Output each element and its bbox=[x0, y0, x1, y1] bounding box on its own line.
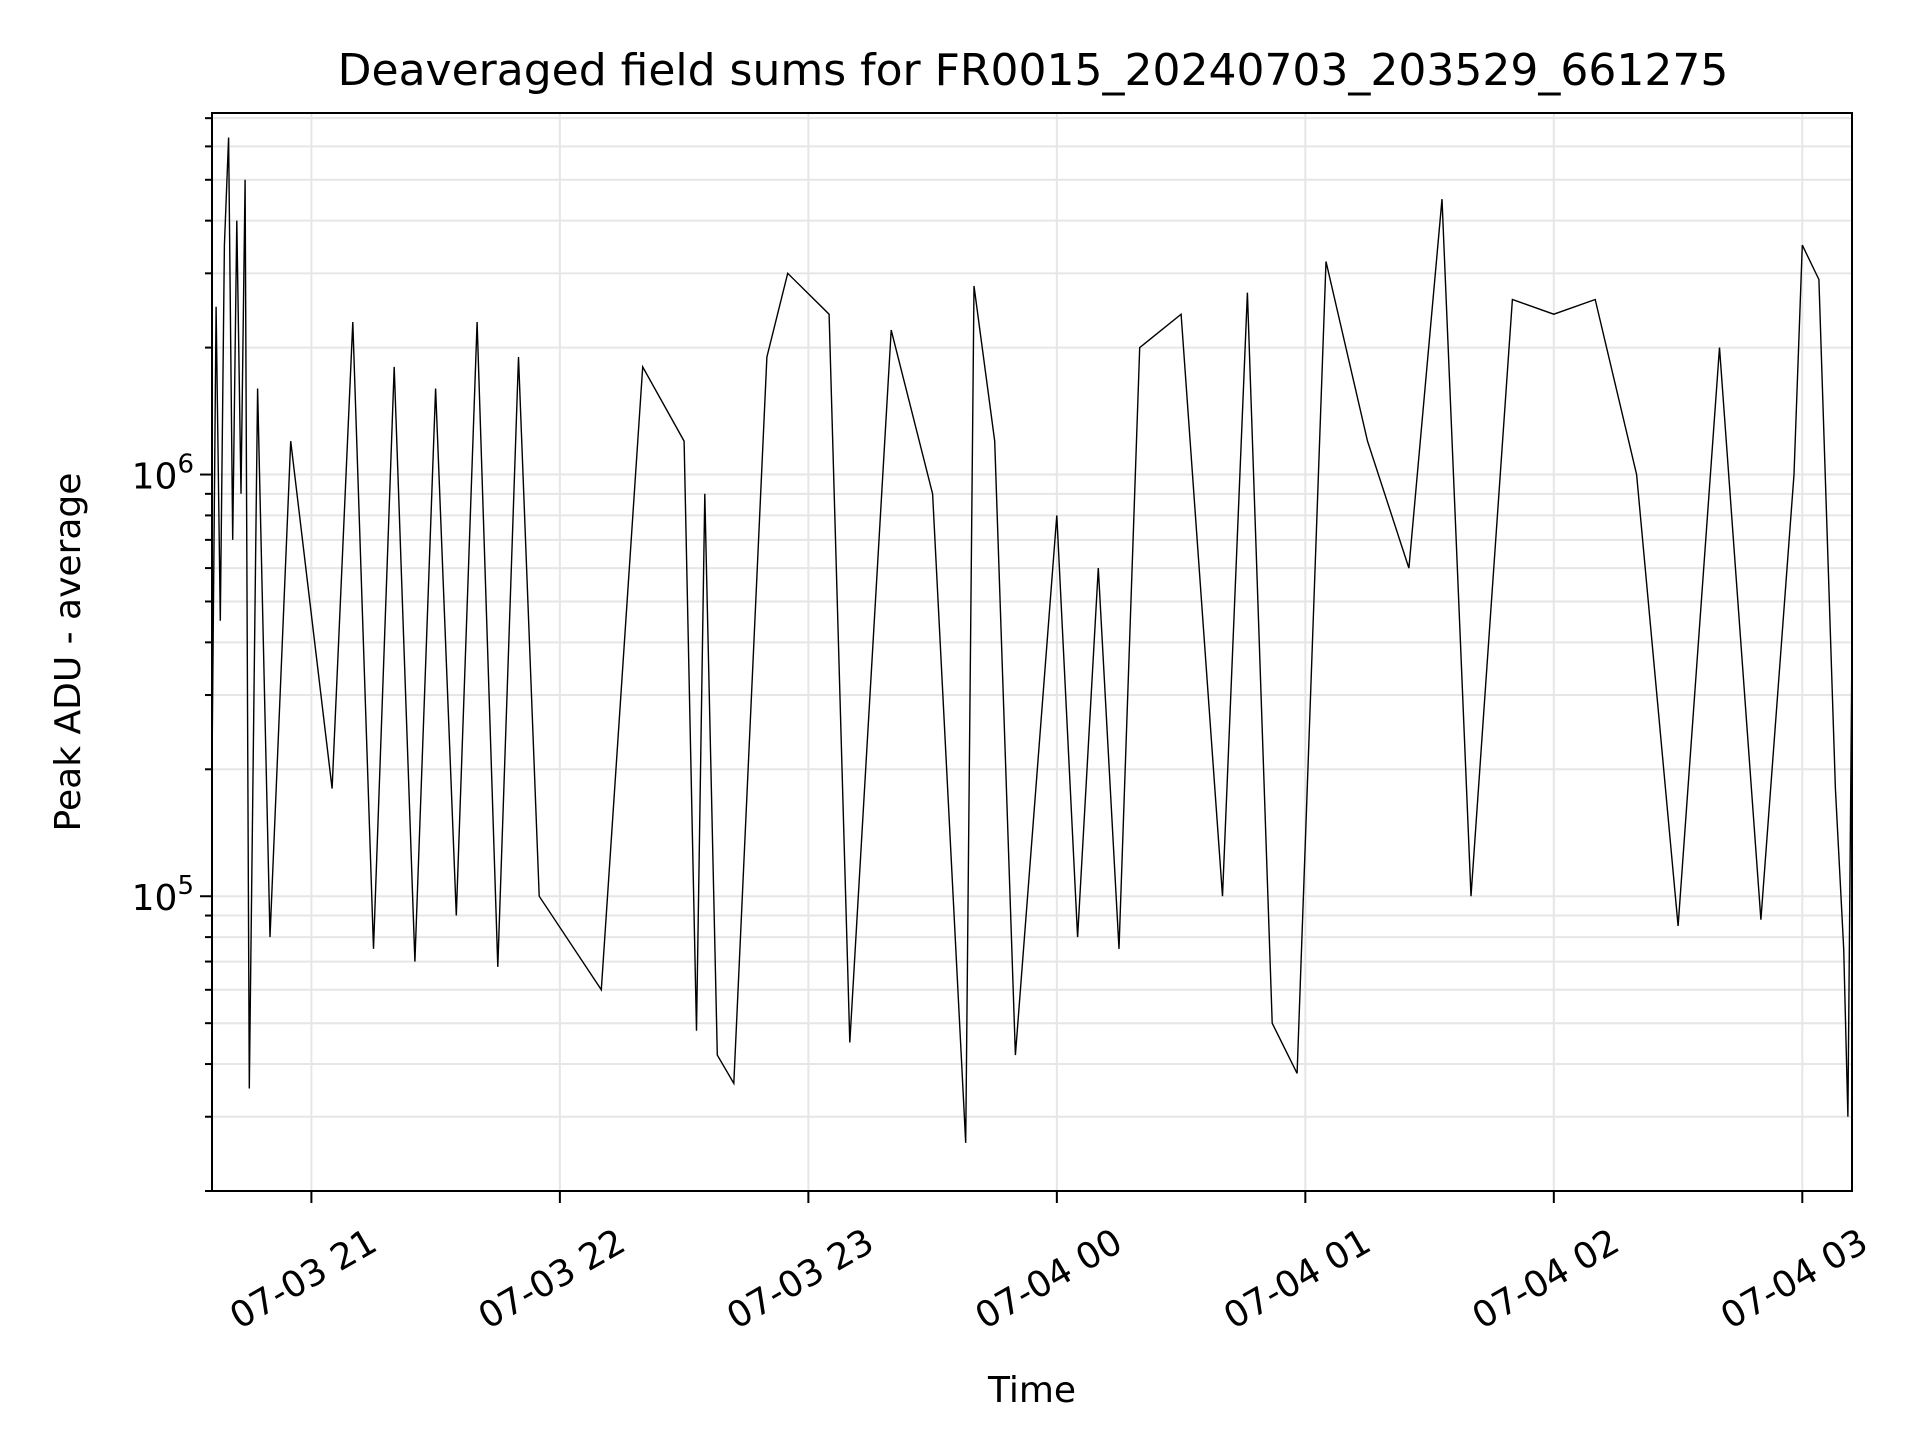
x-axis-label: Time bbox=[987, 1370, 1076, 1411]
line-layer bbox=[211, 137, 1853, 1143]
plot-frame bbox=[211, 112, 1853, 1192]
series-line-0 bbox=[211, 137, 1853, 1143]
y-tick-label: 105 bbox=[132, 871, 194, 919]
chart-title: Deaveraged field sums for FR0015_2024070… bbox=[338, 45, 1729, 96]
y-axis-label: Peak ADU - average bbox=[48, 473, 89, 832]
grid-layer bbox=[212, 113, 1852, 1192]
y-tick-label: 106 bbox=[132, 450, 194, 498]
